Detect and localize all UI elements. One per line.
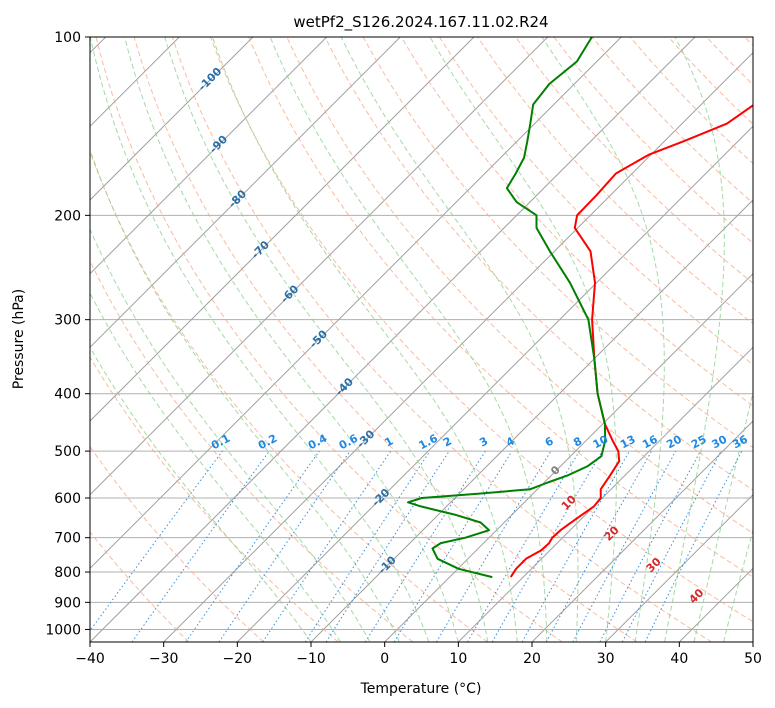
moist-adiabat-line — [693, 390, 753, 642]
y-tick-label: 500 — [54, 444, 81, 460]
moist-adiabat-line — [90, 148, 400, 642]
mixing-ratio-label: 20 — [664, 433, 684, 452]
dry-adiabat-line — [248, 37, 753, 578]
moist-adiabat-line — [664, 37, 725, 642]
isotherm-line — [90, 37, 254, 201]
x-tick-label: −30 — [149, 651, 179, 667]
moist-adiabat-line — [211, 37, 518, 642]
dry-adiabat-line — [133, 37, 638, 642]
x-tick-label: −40 — [75, 651, 105, 667]
mixing-ratio-line — [90, 450, 223, 632]
mixing-ratio-line — [545, 450, 653, 642]
mixing-ratio-line — [131, 450, 270, 642]
x-tick-label: −20 — [223, 651, 253, 667]
isotherm-line — [90, 37, 696, 642]
mixing-ratio-label: 30 — [710, 433, 730, 452]
dry-adiabat-line — [324, 37, 753, 491]
y-tick-label: 100 — [54, 30, 81, 46]
moist-adiabat-line — [124, 37, 459, 642]
chart-title: wetPf2_S126.2024.167.11.02.R24 — [293, 13, 548, 32]
isotherm-line — [163, 51, 753, 642]
moist-adiabat-line — [723, 528, 753, 642]
x-tick-label: 40 — [670, 651, 688, 667]
dry-adiabat-line — [95, 37, 563, 642]
isotherm-line — [236, 125, 753, 642]
isotherm-line — [457, 346, 753, 642]
isotherm-line — [90, 37, 622, 570]
moist-adiabat-line — [340, 37, 579, 642]
y-tick-label: 800 — [54, 565, 81, 581]
mixing-ratio-label: 13 — [618, 433, 638, 452]
isotherm-line — [605, 493, 753, 642]
dry-adiabat-line — [515, 37, 753, 284]
mixing-ratio-label: 10 — [591, 433, 611, 452]
y-tick-label: 900 — [54, 595, 81, 611]
mixing-ratio-line — [521, 450, 630, 642]
moist-adiabat-line — [90, 346, 312, 642]
x-tick-label: −10 — [296, 651, 326, 667]
background-lines — [90, 37, 753, 642]
moist-adiabat-line — [90, 292, 341, 642]
moist-adiabat-line — [429, 37, 617, 642]
moist-adiabat-line — [90, 228, 371, 642]
moist-adiabat-line — [164, 37, 489, 642]
isotherm-line — [90, 37, 328, 275]
mixing-ratio-line — [262, 450, 392, 642]
mixing-ratio-label: 36 — [730, 433, 750, 452]
x-axis-label: Temperature (°C) — [360, 681, 482, 697]
profile-lines — [407, 37, 753, 579]
y-axis-ticks: 100 200 300 400 500 600 700 800 900 1000 — [45, 30, 90, 638]
isotherm-line — [90, 37, 549, 496]
mixing-ratio-line — [325, 450, 450, 642]
dry-adiabat-line — [171, 37, 712, 642]
isotherm-line — [752, 641, 753, 642]
isotherm-line — [384, 272, 753, 642]
moist-adiabat-line — [90, 37, 430, 642]
y-tick-label: 1000 — [45, 622, 81, 638]
isotherm-line — [531, 420, 753, 642]
y-tick-label: 300 — [54, 313, 81, 329]
x-tick-label: 50 — [744, 651, 762, 667]
moist-adiabat-line — [541, 37, 665, 642]
plot-background — [90, 37, 753, 642]
mixing-ratio-label: 25 — [689, 433, 709, 452]
y-tick-label: 600 — [54, 491, 81, 507]
x-tick-label: 10 — [449, 651, 467, 667]
x-tick-label: 30 — [597, 651, 615, 667]
dry-adiabat-line — [90, 150, 488, 642]
y-tick-label: 200 — [54, 208, 81, 224]
y-tick-label: 400 — [54, 387, 81, 403]
dry-adiabat-line — [400, 37, 753, 407]
dry-adiabat-line — [438, 37, 753, 366]
dry-adiabat-line — [90, 445, 264, 642]
dry-adiabat-line — [90, 259, 414, 642]
x-tick-label: 20 — [523, 651, 541, 667]
plot-frame — [89, 36, 754, 643]
mixing-ratio-line — [393, 450, 513, 642]
x-tick-label: 0 — [380, 651, 389, 667]
mixing-ratio-line — [304, 450, 431, 642]
y-tick-label: 700 — [54, 531, 81, 547]
y-axis-label: Pressure (hPa) — [11, 289, 27, 389]
isotherm-line — [90, 37, 401, 349]
x-axis-ticks: −40 −30 −20 −10 0 10 20 30 40 50 — [75, 642, 762, 667]
isotherm-line — [90, 37, 475, 422]
dry-adiabat-line — [210, 37, 753, 623]
mixing-ratio-line — [218, 450, 351, 642]
mixing-ratio-line — [185, 450, 320, 642]
mixing-ratio-line — [644, 450, 743, 642]
mixing-ratio-label: 16 — [640, 433, 660, 452]
dewpoint-profile-line — [407, 37, 607, 579]
dry-adiabat-line — [90, 531, 190, 642]
mixing-ratio-line — [572, 450, 677, 642]
dry-adiabat-line — [90, 356, 339, 642]
